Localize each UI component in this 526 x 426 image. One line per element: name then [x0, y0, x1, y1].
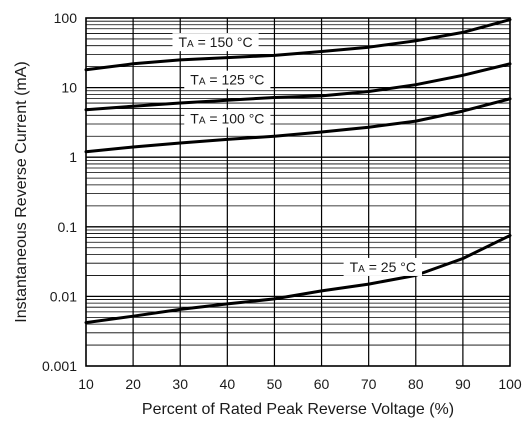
series-line [84, 62, 512, 112]
y-tick-label: 0.01 [50, 288, 77, 304]
curve-label: TA = 25 °C [350, 259, 416, 275]
x-tick-label: 70 [361, 376, 377, 392]
curve-label-background [343, 257, 422, 276]
curve-label-background [184, 109, 271, 128]
x-tick-label: 50 [267, 376, 283, 392]
curve-label-subscript: A [358, 264, 365, 275]
curve-label-background [184, 70, 271, 89]
x-tick-label: 90 [455, 376, 471, 392]
x-tick-label: 30 [172, 376, 188, 392]
x-tick-label: 40 [220, 376, 236, 392]
x-tick-label: 20 [125, 376, 141, 392]
y-tick-label: 0.1 [58, 219, 78, 235]
curve-label-background [172, 33, 259, 52]
series-line [84, 234, 512, 325]
curve-label: TA = 150 °C [178, 34, 252, 50]
tick-labels: 10 20 30 40 50 60 70 80 90 100 0.001 0.01 0.1 1 10 100 [42, 10, 522, 392]
curve-label: TA = 100 °C [190, 110, 264, 126]
series-line [84, 18, 512, 72]
x-tick-label: 80 [408, 376, 424, 392]
y-tick-label: 1 [69, 149, 77, 165]
y-tick-label: 100 [54, 10, 78, 26]
x-tick-label: 10 [78, 376, 94, 392]
x-tick-label: 60 [314, 376, 330, 392]
x-axis-label: Percent of Rated Peak Reverse Voltage (%… [142, 401, 454, 418]
curve-label: TA = 125 °C [190, 72, 264, 88]
plot-background [86, 18, 510, 366]
y-axis-label: Instantaneous Reverse Current (mA) [13, 61, 30, 322]
plot-frame [85, 17, 511, 367]
series-layer [84, 18, 512, 325]
curve-label-subscript: A [199, 115, 206, 126]
curve-label-subscript: A [199, 77, 206, 88]
curve-label-subscript: A [187, 39, 194, 50]
curve-labels: TA = 150 °C TA = 125 °C TA = 100 °C TA = 25… [172, 33, 422, 276]
series-line [84, 97, 512, 154]
x-tick-label: 100 [498, 376, 522, 392]
y-tick-label: 10 [61, 80, 77, 96]
y-tick-label: 0.001 [42, 358, 77, 374]
